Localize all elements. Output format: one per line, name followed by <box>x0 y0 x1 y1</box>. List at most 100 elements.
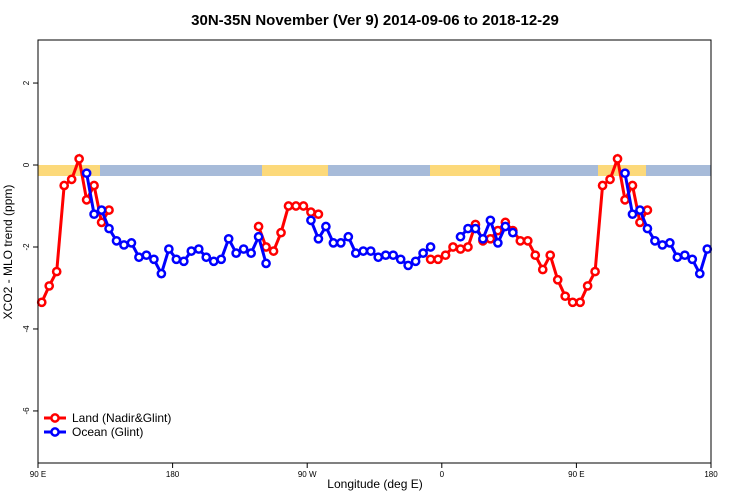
data-point <box>657 240 668 250</box>
data-point <box>350 248 361 258</box>
data-point <box>403 260 413 271</box>
data-point <box>627 209 638 220</box>
data-point <box>268 246 279 256</box>
data-point <box>104 205 114 215</box>
data-point <box>223 233 234 244</box>
y-tick-label: -4 <box>22 325 31 333</box>
x-axis-label: Longitude (deg E) <box>327 477 422 491</box>
data-point <box>74 154 84 164</box>
data-point <box>321 221 331 232</box>
data-point <box>51 266 62 277</box>
data-point <box>96 205 107 215</box>
y-tick-label: -2 <box>22 243 31 251</box>
x-tick-label: 90 E <box>568 470 584 479</box>
data-point <box>605 174 615 185</box>
data-point <box>410 256 421 267</box>
data-point <box>567 297 578 308</box>
data-point <box>89 180 99 191</box>
data-point <box>104 223 114 234</box>
data-point <box>373 252 384 263</box>
data-point <box>418 248 428 258</box>
data-point <box>620 168 630 179</box>
data-point <box>485 215 496 226</box>
data-point <box>283 201 294 211</box>
data-point <box>231 248 242 258</box>
data-point <box>171 254 182 265</box>
data-point <box>81 195 92 205</box>
data-point <box>313 209 324 220</box>
data-point <box>455 231 466 242</box>
data-point <box>134 252 144 263</box>
y-tick-label: 2 <box>22 80 31 85</box>
data-point <box>620 195 630 205</box>
data-point <box>193 244 204 254</box>
x-tick-label: 0 <box>440 470 445 479</box>
data-point <box>552 274 563 285</box>
data-point <box>679 250 690 261</box>
legend-marker <box>50 427 60 437</box>
data-point <box>537 264 548 275</box>
data-point <box>478 233 488 244</box>
data-point <box>358 246 369 256</box>
data-point <box>44 281 55 291</box>
data-point <box>560 291 571 302</box>
data-point <box>306 215 316 226</box>
data-point <box>687 254 698 265</box>
data-point <box>343 231 354 242</box>
y-tick-label: 0 <box>22 162 31 167</box>
data-point <box>141 250 152 261</box>
data-point <box>485 233 496 244</box>
data-point <box>261 258 271 269</box>
data-point <box>702 244 713 254</box>
data-point <box>500 221 511 232</box>
data-point <box>328 238 339 248</box>
data-point <box>156 268 167 279</box>
data-point <box>530 250 541 261</box>
data-point <box>395 254 406 265</box>
data-point <box>463 223 473 234</box>
plot-frame <box>37 39 712 464</box>
data-point <box>298 201 309 211</box>
data-point <box>590 266 600 277</box>
data-point <box>126 238 137 248</box>
data-point <box>336 238 346 248</box>
data-point <box>463 242 473 252</box>
data-point <box>388 250 399 261</box>
data-point <box>612 154 623 164</box>
data-point <box>291 201 301 211</box>
data-point <box>507 227 518 238</box>
data-point <box>425 242 436 252</box>
data-point <box>216 254 227 265</box>
data-point <box>164 244 174 254</box>
chart-title: 30N-35N November (Ver 9) 2014-09-06 to 2… <box>191 12 559 29</box>
data-point <box>253 221 264 232</box>
data-point <box>493 238 503 248</box>
data-point <box>365 246 376 256</box>
data-point <box>111 235 122 246</box>
data-point <box>246 248 256 258</box>
data-point <box>306 207 316 218</box>
land-ocean-strip <box>38 165 711 176</box>
data-point <box>448 242 458 252</box>
data-point <box>276 227 286 238</box>
data-point <box>635 205 645 215</box>
data-point <box>380 250 391 261</box>
data-point <box>522 235 533 246</box>
data-point <box>672 252 683 263</box>
data-point <box>119 240 129 250</box>
x-tick-label: 90 E <box>30 470 46 479</box>
y-tick-label: -6 <box>22 407 31 415</box>
data-point <box>665 238 675 248</box>
x-tick-label: 180 <box>166 470 180 479</box>
data-point <box>59 180 70 191</box>
data-point <box>515 235 526 246</box>
data-point <box>178 256 189 267</box>
data-point <box>642 205 653 215</box>
data-point <box>201 252 212 263</box>
data-point <box>597 180 608 191</box>
data-point <box>575 297 585 308</box>
data-point <box>545 250 556 261</box>
data-point <box>642 223 653 234</box>
data-point <box>89 209 99 220</box>
